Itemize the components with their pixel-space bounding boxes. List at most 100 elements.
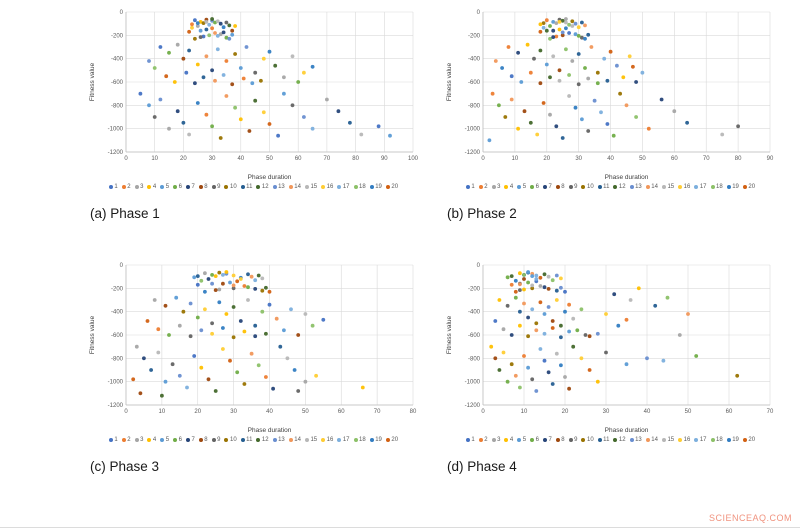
data-point bbox=[554, 21, 559, 25]
x-tick-label: 40 bbox=[644, 409, 651, 415]
legend-swatch bbox=[742, 185, 747, 189]
data-point bbox=[238, 277, 243, 281]
data-point bbox=[573, 32, 578, 37]
data-point bbox=[550, 382, 555, 386]
legend-swatch bbox=[465, 185, 470, 189]
data-point bbox=[376, 124, 381, 129]
legend-swatch bbox=[369, 438, 374, 442]
legend-swatch bbox=[491, 438, 496, 442]
data-point bbox=[241, 76, 246, 81]
data-point bbox=[152, 298, 157, 302]
x-tick-label: 10 bbox=[159, 409, 166, 415]
data-point bbox=[336, 109, 341, 114]
legend-swatch bbox=[121, 438, 126, 442]
data-point bbox=[204, 54, 209, 59]
data-point bbox=[559, 335, 563, 340]
y-tick-label: -400 bbox=[111, 310, 124, 316]
data-point bbox=[677, 333, 682, 337]
data-point bbox=[592, 98, 597, 103]
legend-swatch bbox=[272, 438, 277, 442]
data-point bbox=[634, 80, 638, 84]
data-point bbox=[188, 334, 193, 339]
data-point bbox=[573, 21, 578, 26]
data-point bbox=[206, 277, 211, 281]
data-point bbox=[530, 377, 535, 382]
data-point bbox=[571, 316, 576, 321]
data-point bbox=[497, 298, 502, 302]
data-point bbox=[131, 377, 136, 382]
y-tick-label: 0 bbox=[120, 10, 124, 16]
data-point bbox=[551, 35, 556, 39]
data-point bbox=[187, 48, 191, 53]
data-point bbox=[227, 23, 232, 28]
data-point bbox=[282, 75, 286, 80]
data-point bbox=[586, 32, 591, 37]
data-point bbox=[158, 97, 163, 102]
data-point bbox=[616, 323, 621, 328]
legend-swatch bbox=[661, 185, 666, 189]
y-axis-label: Fitness value bbox=[446, 62, 453, 101]
legend-item: 19 bbox=[726, 437, 739, 443]
y-tick-label: -1000 bbox=[108, 380, 124, 386]
data-point bbox=[289, 307, 293, 312]
data-point bbox=[230, 82, 235, 87]
legend-swatch bbox=[198, 438, 203, 442]
legend-item: 20 bbox=[385, 437, 398, 443]
data-point bbox=[228, 358, 232, 363]
y-tick-label: -400 bbox=[111, 57, 124, 63]
legend-swatch bbox=[321, 185, 326, 189]
x-tick-label: 30 bbox=[209, 156, 216, 162]
data-point bbox=[602, 56, 607, 61]
legend-item: 19 bbox=[726, 184, 739, 190]
x-tick-label: 40 bbox=[237, 156, 244, 162]
data-point bbox=[348, 120, 352, 125]
legend-swatch bbox=[661, 438, 666, 442]
data-point bbox=[534, 328, 539, 333]
legend-swatch bbox=[517, 185, 522, 189]
data-point bbox=[210, 321, 214, 326]
data-point bbox=[628, 298, 633, 302]
data-point bbox=[538, 300, 543, 305]
data-point bbox=[259, 78, 263, 83]
x-tick-label: 20 bbox=[543, 156, 550, 162]
legend-swatch bbox=[542, 185, 547, 189]
y-tick-label: -600 bbox=[468, 333, 481, 339]
legend-item: 3 bbox=[491, 437, 500, 443]
data-point bbox=[213, 31, 217, 35]
data-point bbox=[231, 283, 236, 288]
data-point bbox=[195, 62, 200, 67]
legend-item: 10 bbox=[581, 184, 594, 190]
y-tick-label: -200 bbox=[468, 33, 481, 39]
x-tick-label: 80 bbox=[352, 156, 359, 162]
data-point bbox=[518, 309, 522, 314]
data-point bbox=[528, 120, 533, 125]
data-point bbox=[193, 36, 197, 41]
data-point bbox=[538, 275, 543, 280]
legend-item: 4 bbox=[504, 437, 513, 443]
data-point bbox=[530, 286, 535, 291]
legend-item: 12 bbox=[613, 184, 626, 190]
data-point bbox=[557, 20, 562, 24]
data-point bbox=[267, 289, 272, 294]
data-point bbox=[195, 274, 200, 278]
data-point bbox=[215, 34, 220, 38]
data-point bbox=[215, 19, 220, 24]
data-point bbox=[516, 126, 520, 131]
data-point bbox=[563, 309, 567, 314]
data-point bbox=[694, 354, 699, 358]
data-point bbox=[530, 307, 535, 312]
data-point bbox=[500, 66, 504, 70]
legend-item: 1 bbox=[108, 184, 118, 190]
data-point bbox=[325, 97, 329, 102]
legend-swatch bbox=[530, 185, 535, 189]
legend-item: 2 bbox=[478, 437, 488, 443]
data-point bbox=[672, 109, 677, 114]
legend-item: 6 bbox=[173, 184, 182, 190]
figure-phase-2: 0 10 20 30 40 50 60 70 80 90 0 -200 -400 -600 -800 -100… bbox=[443, 4, 778, 221]
data-point bbox=[195, 282, 200, 287]
data-point bbox=[267, 302, 272, 307]
legend-swatch bbox=[108, 185, 113, 189]
data-point bbox=[233, 24, 238, 28]
data-point bbox=[145, 319, 150, 323]
data-point bbox=[204, 27, 209, 32]
